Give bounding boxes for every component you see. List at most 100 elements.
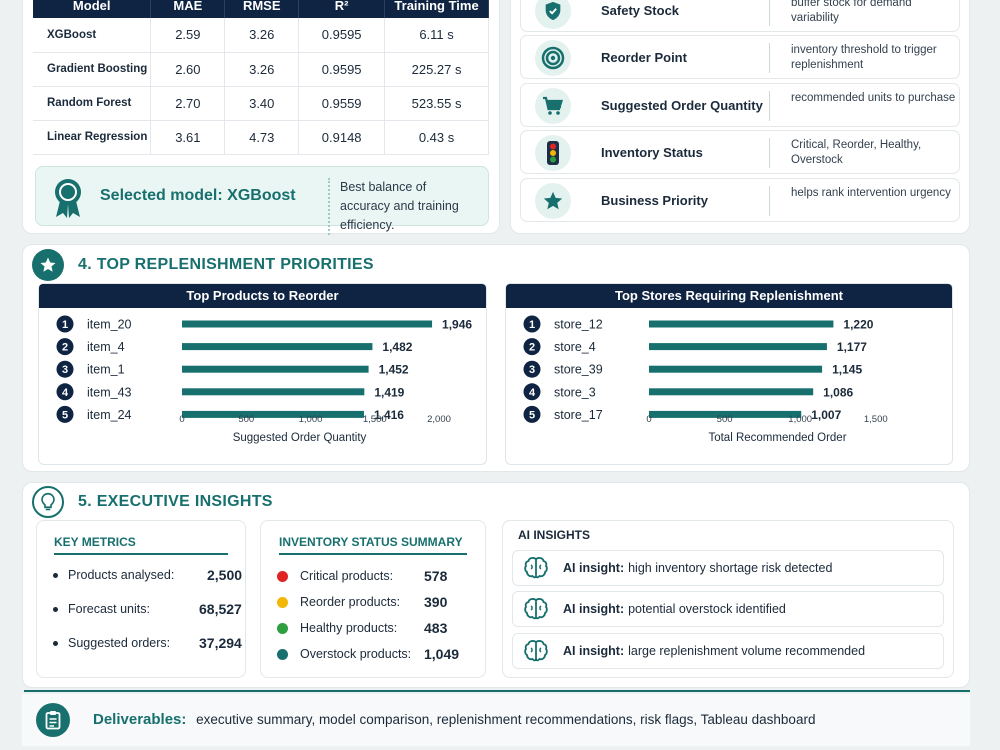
ai-insight-prefix: AI insight: <box>563 561 625 575</box>
status-value: 1,049 <box>424 646 460 662</box>
ai-insight-item: AI insight: potential overstock identifi… <box>512 591 944 627</box>
status-label: Overstock products: <box>300 647 412 661</box>
tick-label: 1,000 <box>788 414 812 425</box>
ai-insight-item: AI insight: high inventory shortage risk… <box>512 550 944 586</box>
shield-icon <box>535 0 571 29</box>
lightbulb-icon <box>32 486 64 518</box>
brain-icon <box>523 597 549 621</box>
divider <box>54 553 228 555</box>
category-label: item_43 <box>87 385 132 399</box>
param-name: Inventory Status <box>601 145 703 160</box>
ai-insights-title: AI INSIGHTS <box>518 528 591 542</box>
deliverables-text: executive summary, model comparison, rep… <box>196 712 816 727</box>
mae-value: 2.59 <box>150 18 226 53</box>
deliverables-label: Deliverables: <box>93 711 187 728</box>
status-row: Overstock products: 1,049 <box>277 646 459 662</box>
value-label: 1,482 <box>382 340 412 354</box>
metric-value: 68,527 <box>199 601 242 617</box>
model-comparison-table: Model MAE RMSE R² Training Time XGBoost … <box>33 0 489 155</box>
divider <box>279 553 467 555</box>
rank-number: 5 <box>529 409 535 421</box>
category-label: store_12 <box>554 318 603 332</box>
rank-badge <box>56 338 74 356</box>
value-label: 1,220 <box>843 318 873 332</box>
clipboard-icon <box>36 703 70 737</box>
rank-number: 2 <box>62 342 68 354</box>
value-label: 1,086 <box>823 385 853 399</box>
chart-title: Top Products to Reorder <box>39 284 486 308</box>
star-icon <box>535 183 571 219</box>
param-safety-stock: Safety Stock buffer stock for demand var… <box>520 0 960 32</box>
category-label: item_20 <box>87 318 132 332</box>
products-bar-chart: 1 item_20 1,946 2 item_4 1,482 3 item_1 1,452 4 it… <box>56 315 472 444</box>
param-desc: helps rank intervention urgency <box>769 186 951 216</box>
selected-model-title: Selected model: XGBoost <box>100 187 296 204</box>
rank-badge <box>56 383 74 401</box>
inventory-status-card: INVENTORY STATUS SUMMARY Critical produc… <box>260 520 486 678</box>
bar <box>182 388 365 396</box>
brain-icon <box>523 556 549 580</box>
traffic-light-icon <box>535 135 571 171</box>
category-label: store_3 <box>554 385 596 399</box>
param-desc: Critical, Reorder, Healthy, Overstock <box>769 138 959 168</box>
deliverables-bar <box>22 694 970 746</box>
param-name: Safety Stock <box>601 3 680 18</box>
category-label: store_17 <box>554 408 603 422</box>
table-row: Gradient Boosting 2.60 3.26 0.9595 225.2… <box>33 52 489 87</box>
metric-label: Products analysed: <box>68 568 175 582</box>
rmse-value: 3.26 <box>224 52 300 87</box>
col-mae: MAE <box>150 0 226 18</box>
param-name: Suggested Order Quantity <box>601 98 763 113</box>
value-label: 1,416 <box>374 408 404 422</box>
col-model: Model <box>33 0 152 18</box>
model-name: XGBoost <box>33 18 152 53</box>
rank-number: 1 <box>529 319 535 331</box>
param-desc: buffer stock for demand variability <box>769 0 959 26</box>
model-name: Random Forest <box>33 86 152 121</box>
bar <box>182 343 373 351</box>
value-label: 1,452 <box>379 363 409 377</box>
rmse-value: 3.40 <box>224 86 300 121</box>
bar <box>182 365 369 373</box>
status-label: Reorder products: <box>300 595 401 609</box>
training-time-value: 0.43 s <box>384 120 489 155</box>
model-name: Gradient Boosting <box>33 52 152 87</box>
rank-badge <box>56 405 74 423</box>
rank-badge <box>56 315 74 333</box>
ai-insight-prefix: AI insight: <box>563 644 625 658</box>
brain-icon <box>523 639 549 663</box>
bar <box>649 388 814 396</box>
key-metrics-title: KEY METRICS <box>54 535 136 549</box>
training-time-value: 523.55 s <box>384 86 489 121</box>
rank-number: 5 <box>62 409 68 421</box>
inventory-status-title: INVENTORY STATUS SUMMARY <box>279 535 463 549</box>
value-label: 1,177 <box>837 340 867 354</box>
status-value: 390 <box>424 594 448 610</box>
value-label: 1,946 <box>442 318 472 332</box>
param-business-priority: Business Priority helps rank interventio… <box>520 178 960 222</box>
category-label: item_1 <box>87 363 125 377</box>
model-name: Linear Regression <box>33 120 152 155</box>
r2-value: 0.9559 <box>298 86 386 121</box>
rank-number: 4 <box>62 387 69 399</box>
status-label: Healthy products: <box>300 621 398 635</box>
award-icon <box>50 177 86 224</box>
tick-label: 1,000 <box>299 414 323 425</box>
metric-value: 37,294 <box>199 635 242 651</box>
category-label: store_4 <box>554 340 596 354</box>
bullet <box>53 640 58 646</box>
tick-label: 0 <box>179 414 184 425</box>
table-row: Random Forest 2.70 3.40 0.9559 523.55 s <box>33 86 489 121</box>
ai-insight-text: potential overstock identified <box>628 602 786 616</box>
metric-value: 2,500 <box>207 567 243 583</box>
deliverables-text-row: Deliverables: executive summary, model c… <box>93 711 815 728</box>
bar <box>649 320 834 328</box>
bar <box>182 410 364 418</box>
selected-model-desc: Best balance of accuracy and training ef… <box>328 178 478 235</box>
metric-row: Suggested orders: 37,294 <box>53 635 242 651</box>
x-axis-label: Total Recommended Order <box>708 432 846 444</box>
param-reorder-point: Reorder Point inventory threshold to tri… <box>520 35 960 79</box>
rank-number: 3 <box>529 364 535 376</box>
rmse-value: 4.73 <box>224 120 300 155</box>
status-row: Critical products: 578 <box>277 568 447 584</box>
